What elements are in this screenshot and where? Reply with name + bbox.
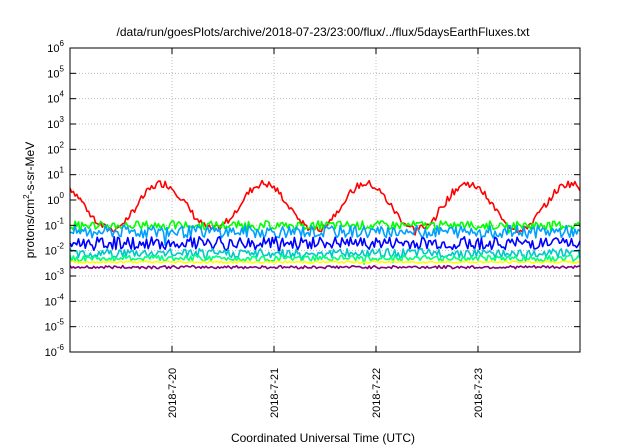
y-tick-label: 10-1 bbox=[45, 216, 65, 232]
x-tick-label: 2018-7-22 bbox=[371, 368, 383, 418]
y-tick-label: 106 bbox=[47, 39, 64, 55]
y-tick-label: 104 bbox=[47, 90, 64, 106]
series-line-3 bbox=[69, 235, 581, 254]
x-axis-label: Coordinated Universal Time (UTC) bbox=[231, 431, 415, 445]
y-tick-label: 103 bbox=[47, 115, 64, 131]
x-tick-label: 2018-7-23 bbox=[473, 368, 485, 418]
y-axis-label: protons/cm2-s-sr-MeV bbox=[22, 142, 37, 258]
x-tick-label: 2018-7-20 bbox=[167, 368, 179, 418]
series-group bbox=[69, 179, 581, 270]
series-line-2 bbox=[69, 224, 581, 246]
y-axis-label-sup: 2 bbox=[22, 194, 31, 199]
series-line-5 bbox=[69, 254, 581, 266]
y-tick-label: 105 bbox=[47, 64, 64, 80]
x-tick-label: 2018-7-21 bbox=[269, 368, 281, 418]
y-tick-label: 10-6 bbox=[45, 343, 65, 359]
chart-title: /data/run/goesPlots/archive/2018-07-23/2… bbox=[117, 25, 531, 39]
grid bbox=[70, 48, 580, 352]
axes: 106 105 104 103 102 101 100 10-1 10-2 10-3 10-4 10-… bbox=[45, 39, 581, 418]
series-line-1 bbox=[69, 220, 581, 235]
y-tick-label: 10-5 bbox=[45, 318, 65, 334]
plot-frame bbox=[69, 47, 581, 353]
y-tick-label: 101 bbox=[47, 166, 64, 182]
y-tick-label: 10-3 bbox=[45, 267, 65, 283]
y-tick-label: 100 bbox=[47, 191, 64, 207]
y-tick-label: 10-2 bbox=[45, 242, 65, 258]
series-line-6 bbox=[69, 260, 581, 264]
y-tick-label: 102 bbox=[47, 140, 64, 156]
y-axis-label-rest: -s-sr-MeV bbox=[23, 142, 37, 195]
y-axis-label-base: protons/cm bbox=[23, 199, 37, 258]
series-line-7 bbox=[69, 264, 581, 270]
y-tick-label: 10-4 bbox=[45, 292, 65, 308]
